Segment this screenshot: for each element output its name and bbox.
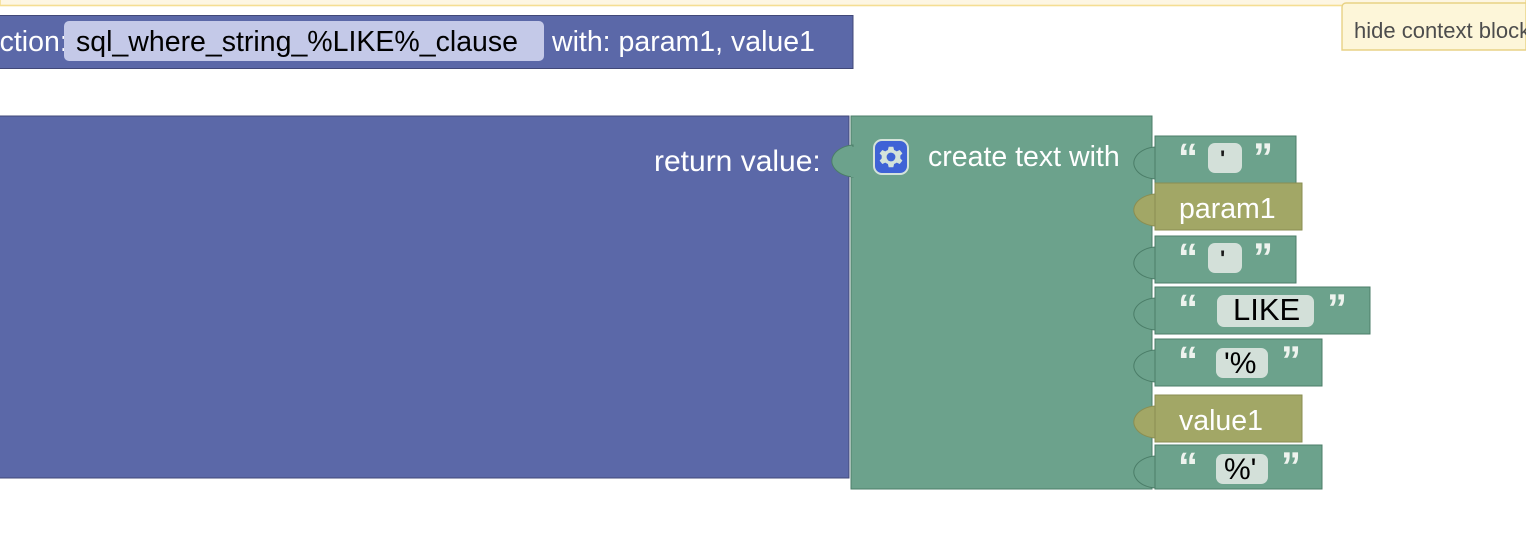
svg-text:': ' <box>1220 246 1225 271</box>
svg-text:LIKE: LIKE <box>1233 292 1300 327</box>
svg-text:': ' <box>1220 146 1225 171</box>
svg-text:“: “ <box>1178 339 1198 383</box>
svg-text:'%: '% <box>1224 347 1256 380</box>
svg-text:%': %' <box>1224 453 1256 486</box>
svg-text:”: ” <box>1253 136 1273 180</box>
svg-text:”: ” <box>1281 445 1301 489</box>
svg-text:”: ” <box>1327 287 1347 331</box>
svg-text:”: ” <box>1281 339 1301 383</box>
svg-text:value1: value1 <box>1179 405 1263 437</box>
svg-text:“: “ <box>1178 236 1198 280</box>
svg-text:”: ” <box>1253 236 1273 280</box>
svg-text:create text with: create text with <box>928 141 1120 173</box>
svg-text:sql_where_string_%LIKE%_clause: sql_where_string_%LIKE%_clause <box>76 26 518 58</box>
svg-text:“: “ <box>1178 287 1198 331</box>
svg-text:“: “ <box>1178 445 1198 489</box>
svg-text:hide context blocks: hide context blocks <box>1354 18 1526 43</box>
svg-text:“: “ <box>1178 136 1198 180</box>
svg-text:with: param1, value1: with: param1, value1 <box>551 26 815 58</box>
svg-text:function:: function: <box>0 26 68 58</box>
svg-text:return value:: return value: <box>654 145 821 178</box>
svg-text:param1: param1 <box>1179 193 1276 225</box>
